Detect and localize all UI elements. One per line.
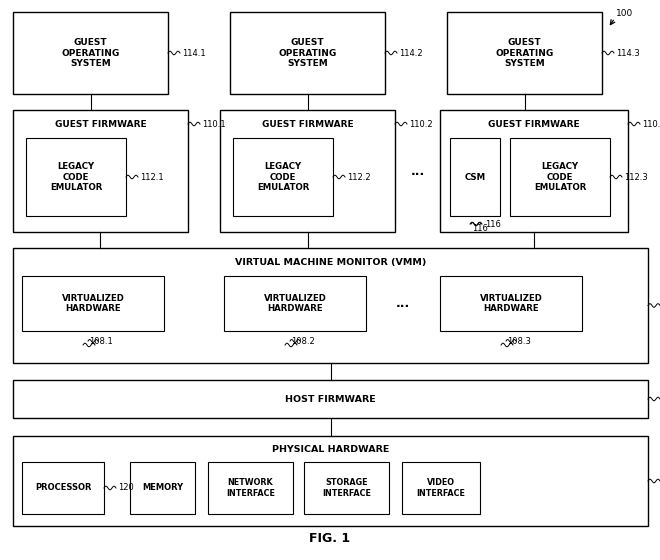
Bar [450, 138, 500, 216]
Text: 112.3: 112.3 [624, 172, 647, 181]
Text: VIDEO
INTERFACE: VIDEO INTERFACE [416, 478, 465, 498]
Text: PHYSICAL HARDWARE: PHYSICAL HARDWARE [272, 445, 389, 454]
Bar [220, 110, 395, 232]
Bar [13, 12, 168, 94]
Text: FIG. 1: FIG. 1 [310, 531, 350, 544]
Text: CSM: CSM [465, 172, 486, 181]
Text: 108.2: 108.2 [291, 337, 315, 346]
Text: LEGACY
CODE
EMULATOR: LEGACY CODE EMULATOR [534, 162, 586, 192]
Bar [13, 110, 188, 232]
Text: GUEST FIRMWARE: GUEST FIRMWARE [261, 119, 353, 128]
Text: 116: 116 [472, 223, 488, 232]
Bar [22, 462, 104, 514]
Text: VIRTUALIZED
HARDWARE: VIRTUALIZED HARDWARE [263, 294, 327, 313]
Text: 108.3: 108.3 [507, 337, 531, 346]
Text: VIRTUAL MACHINE MONITOR (VMM): VIRTUAL MACHINE MONITOR (VMM) [235, 258, 426, 267]
Text: PROCESSOR: PROCESSOR [35, 483, 91, 492]
Text: GUEST
OPERATING
SYSTEM: GUEST OPERATING SYSTEM [61, 38, 119, 68]
Text: GUEST
OPERATING
SYSTEM: GUEST OPERATING SYSTEM [496, 38, 554, 68]
Bar [13, 436, 648, 526]
Text: NETWORK
INTERFACE: NETWORK INTERFACE [226, 478, 275, 498]
Bar [26, 138, 126, 216]
Bar [447, 12, 602, 94]
Text: 110.1: 110.1 [202, 119, 226, 128]
Text: 112.2: 112.2 [347, 172, 371, 181]
Bar [304, 462, 389, 514]
Bar [22, 276, 164, 331]
Bar [230, 12, 385, 94]
Bar [440, 276, 582, 331]
Text: 110.3: 110.3 [642, 119, 660, 128]
Text: GUEST FIRMWARE: GUEST FIRMWARE [55, 119, 147, 128]
Text: GUEST
OPERATING
SYSTEM: GUEST OPERATING SYSTEM [279, 38, 337, 68]
Bar [402, 462, 480, 514]
Text: 100: 100 [616, 10, 634, 18]
Bar [130, 462, 195, 514]
Text: 110.2: 110.2 [409, 119, 432, 128]
Bar [13, 248, 648, 363]
Bar [13, 380, 648, 418]
Text: VIRTUALIZED
HARDWARE: VIRTUALIZED HARDWARE [61, 294, 125, 313]
Text: LEGACY
CODE
EMULATOR: LEGACY CODE EMULATOR [257, 162, 309, 192]
Text: ...: ... [396, 297, 410, 310]
Text: HOST FIRMWARE: HOST FIRMWARE [285, 394, 376, 404]
Text: GUEST FIRMWARE: GUEST FIRMWARE [488, 119, 580, 128]
Bar [233, 138, 333, 216]
Text: 120: 120 [118, 483, 134, 492]
Text: 114.1: 114.1 [182, 49, 206, 58]
Text: 114.3: 114.3 [616, 49, 640, 58]
Text: VIRTUALIZED
HARDWARE: VIRTUALIZED HARDWARE [480, 294, 543, 313]
Bar [510, 138, 610, 216]
Text: 108.1: 108.1 [89, 337, 113, 346]
Bar [224, 276, 366, 331]
Bar [208, 462, 293, 514]
Text: STORAGE
INTERFACE: STORAGE INTERFACE [322, 478, 371, 498]
Text: ...: ... [411, 165, 424, 178]
Text: MEMORY: MEMORY [142, 483, 183, 492]
Text: 112.1: 112.1 [140, 172, 164, 181]
Text: 114.2: 114.2 [399, 49, 422, 58]
Bar [440, 110, 628, 232]
Text: 116: 116 [485, 220, 501, 228]
Text: LEGACY
CODE
EMULATOR: LEGACY CODE EMULATOR [50, 162, 102, 192]
